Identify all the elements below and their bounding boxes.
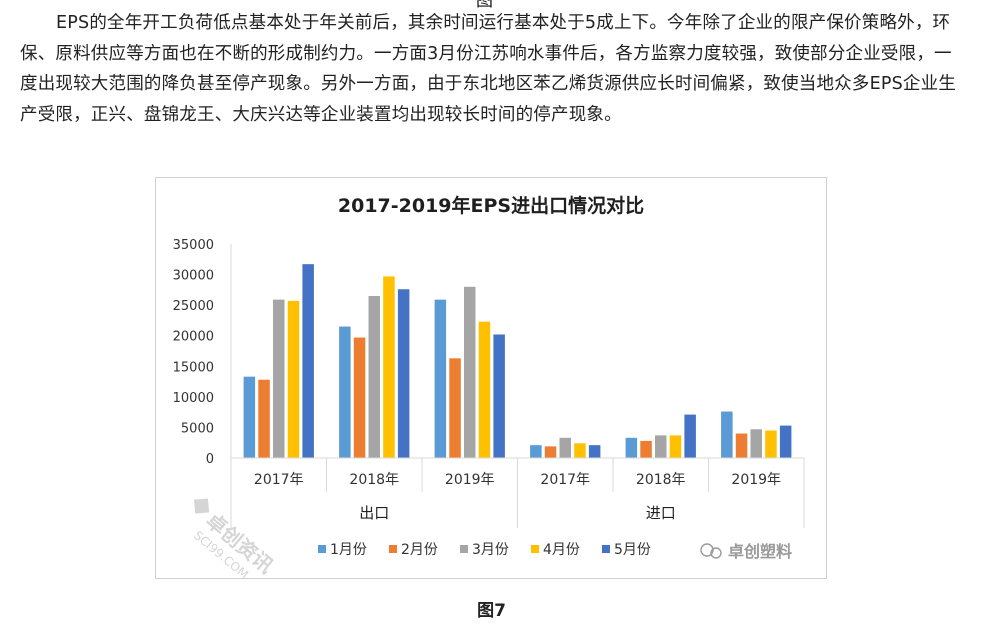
y-tick-label: 10000 [173, 391, 214, 406]
x-tick-label: 2018年 [349, 472, 399, 488]
legend-label: 5月份 [614, 542, 651, 558]
legend-swatch [531, 545, 539, 553]
body-paragraph: EPS的全年开工负荷低点基本处于年关前后，其余时间运行基本处于5成上下。今年除了… [20, 8, 965, 130]
x-tick-label: 2017年 [540, 472, 590, 488]
bar [397, 289, 410, 458]
bar [449, 358, 461, 458]
legend-swatch [460, 545, 468, 553]
bar [588, 445, 601, 458]
paragraph-text: EPS的全年开工负荷低点基本处于年关前后，其余时间运行基本处于5成上下。今年除了… [20, 13, 957, 125]
bar [765, 430, 777, 458]
bar [735, 433, 748, 458]
y-tick-label: 0 [206, 452, 214, 467]
bar [353, 337, 366, 458]
bar [640, 440, 652, 458]
bar [243, 376, 256, 458]
figure-caption: 图7 [477, 601, 506, 621]
bar [574, 443, 586, 458]
bar [750, 429, 762, 458]
legend-swatch [602, 545, 610, 553]
watermark-logo-icon [193, 498, 210, 514]
legend-swatch [318, 545, 326, 553]
brand-text: 卓创塑料 [728, 542, 792, 561]
legend-label: 3月份 [472, 542, 509, 558]
wechat-icon-2 [710, 547, 722, 559]
bar [625, 437, 638, 458]
figure-mark-top: 图 [476, 0, 493, 11]
x-group-label: 出口 [359, 504, 389, 522]
bar [779, 425, 792, 458]
bar [368, 295, 380, 458]
bar [302, 264, 314, 458]
legend: 1月份 2月份 3月份 4月份 5月份 [318, 542, 651, 558]
chart-svg: 2017-2019年EPS进出口情况对比 0 5000 10000 15000 2000… [173, 194, 805, 582]
y-tick-label: 30000 [173, 269, 214, 284]
wechat-icon [700, 543, 714, 557]
chart-frame: 2017-2019年EPS进出口情况对比 0 5000 10000 15000 2000… [155, 177, 827, 582]
bar [258, 379, 270, 458]
bar [434, 299, 447, 458]
x-tick-label: 2017年 [254, 472, 304, 488]
bar [383, 276, 395, 458]
bar [530, 445, 542, 458]
y-tick-label: 5000 [181, 421, 214, 436]
legend-label: 1月份 [330, 542, 367, 558]
legend-label: 4月份 [543, 542, 580, 558]
watermark: 卓创资讯 SCI99.COM [191, 498, 278, 582]
y-tick-label: 20000 [173, 330, 214, 345]
x-tick-label: 2018年 [636, 472, 686, 488]
y-axis: 0 5000 10000 15000 20000 25000 30000 35000 [173, 238, 232, 467]
bars [243, 264, 792, 458]
bar [478, 321, 491, 458]
brand-mark: 卓创塑料 [700, 542, 792, 561]
bar [669, 435, 682, 458]
bar [684, 414, 696, 458]
bar [655, 435, 667, 458]
x-group-label: 进口 [646, 504, 676, 522]
y-tick-label: 25000 [173, 299, 214, 314]
y-tick-label: 15000 [173, 360, 214, 375]
bar [464, 286, 476, 458]
legend-swatch [389, 545, 397, 553]
bar [287, 300, 300, 458]
chart-title: 2017-2019年EPS进出口情况对比 [338, 194, 644, 217]
bar [544, 446, 557, 458]
y-tick-label: 35000 [173, 238, 214, 253]
x-tick-label: 2019年 [445, 472, 495, 488]
x-tick-label: 2019年 [731, 472, 781, 488]
bar [493, 334, 505, 458]
bar [559, 437, 571, 458]
bar [339, 326, 351, 458]
bar [721, 411, 733, 458]
legend-label: 2月份 [401, 542, 438, 558]
bar [273, 299, 285, 458]
